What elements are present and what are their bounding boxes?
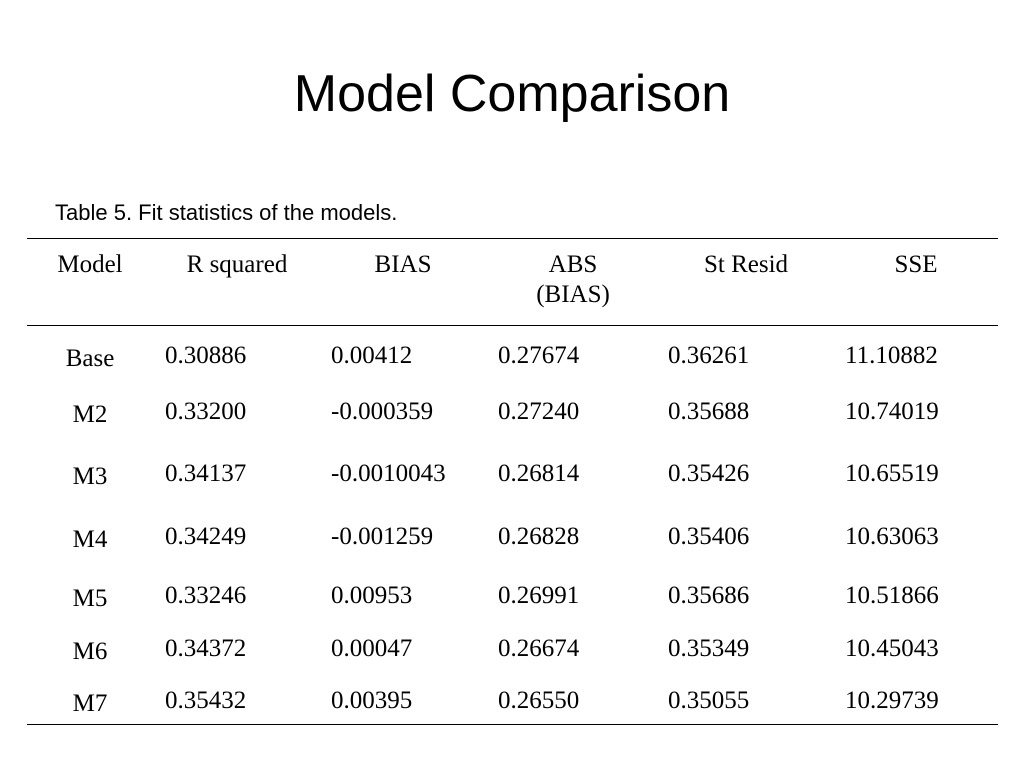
table-cell: 10.74019 (845, 398, 939, 425)
table-cell: 10.45043 (845, 635, 939, 662)
table-cell: 0.33246 (165, 582, 247, 609)
row-label: Base (65, 345, 115, 372)
header-rule (27, 325, 998, 326)
table-cell: 0.34137 (165, 460, 247, 487)
table-cell: 0.33200 (165, 398, 247, 425)
table-cell: -0.001259 (331, 523, 434, 550)
table-cell: 0.35055 (668, 687, 750, 714)
table-top-rule (27, 238, 998, 239)
table-cell: 0.26814 (498, 460, 580, 487)
table-cell: 0.35349 (668, 635, 750, 662)
column-header: St Resid (703, 251, 789, 278)
row-label: M6 (72, 638, 108, 665)
table-cell: 0.35432 (165, 687, 247, 714)
table-cell: 0.00047 (331, 635, 413, 662)
table-cell: 0.34372 (165, 635, 247, 662)
table-cell: 0.00395 (331, 687, 413, 714)
table-cell: 10.65519 (845, 460, 939, 487)
table-bottom-rule (27, 724, 998, 725)
column-header: ABS (BIAS) (536, 251, 610, 308)
row-label: M2 (72, 401, 108, 428)
table-cell: 0.30886 (165, 342, 247, 369)
table-cell: 0.26550 (498, 687, 580, 714)
table-cell: -0.000359 (331, 398, 434, 425)
table-cell: 0.35406 (668, 523, 750, 550)
column-header: BIAS (374, 251, 432, 278)
row-label: M3 (72, 463, 108, 490)
table-cell: 10.51866 (845, 582, 939, 609)
table-cell: 10.29739 (845, 687, 939, 714)
table-cell: 10.63063 (845, 523, 939, 550)
row-label: M7 (72, 690, 108, 717)
column-header: R squared (186, 251, 288, 278)
table-cell: 0.35688 (668, 398, 750, 425)
slide-title: Model Comparison (293, 65, 731, 123)
table-cell: 0.34249 (165, 523, 247, 550)
table-cell: 0.35426 (668, 460, 750, 487)
table-cell: 0.00412 (331, 342, 413, 369)
table-cell: -0.0010043 (331, 460, 446, 487)
table-cell: 0.00953 (331, 582, 413, 609)
table-cell: 0.26674 (498, 635, 580, 662)
table-cell: 0.26828 (498, 523, 580, 550)
table-cell: 0.27240 (498, 398, 580, 425)
table-cell: 0.36261 (668, 342, 750, 369)
row-label: M4 (72, 526, 108, 553)
column-header: Model (57, 251, 123, 278)
row-label: M5 (72, 585, 108, 612)
table-cell: 0.26991 (498, 582, 580, 609)
column-header: SSE (894, 251, 938, 278)
table-cell: 0.27674 (498, 342, 580, 369)
table-cell: 11.10882 (845, 342, 938, 369)
table-cell: 0.35686 (668, 582, 750, 609)
table-caption: Table 5. Fit statistics of the models. (55, 200, 398, 225)
